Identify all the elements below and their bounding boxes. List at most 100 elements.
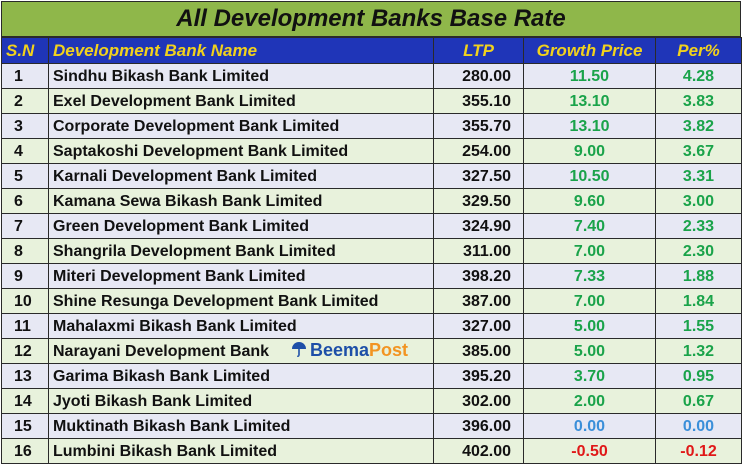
- cell-growth-price: 3.70: [523, 363, 656, 389]
- cell-sn: 16: [1, 438, 49, 464]
- cell-sn-text: 2: [14, 92, 23, 110]
- cell-ltp-text: 402.00: [462, 442, 511, 460]
- cell-percent: 3.00: [655, 188, 742, 214]
- cell-bank-name-text: Jyoti Bikash Bank Limited: [53, 392, 253, 410]
- cell-bank-name-text: Mahalaxmi Bikash Bank Limited: [53, 317, 297, 335]
- cell-sn-text: 9: [14, 267, 23, 285]
- cell-percent-text: 3.83: [682, 92, 715, 110]
- watermark-part1: Beema: [310, 340, 370, 360]
- cell-bank-name: Mahalaxmi Bikash Bank Limited: [48, 313, 434, 339]
- cell-ltp: 396.00: [433, 413, 524, 439]
- cell-percent: -0.12: [655, 438, 742, 464]
- cell-growth-price-text: 9.60: [573, 192, 606, 210]
- cell-growth-price-text: 5.00: [573, 342, 606, 360]
- cell-ltp-text: 311.00: [462, 242, 511, 260]
- column-header-growth: Growth Price: [523, 37, 656, 64]
- table-row: 4 Saptakoshi Development Bank Limited 254.…: [1, 138, 742, 164]
- cell-growth-price: 9.00: [523, 138, 656, 164]
- cell-ltp-text: 395.20: [462, 367, 511, 385]
- cell-bank-name: Exel Development Bank Limited: [48, 88, 434, 114]
- cell-ltp-text: 329.50: [462, 192, 511, 210]
- cell-sn: 12: [1, 338, 49, 364]
- cell-percent: 3.82: [655, 113, 742, 139]
- cell-percent-text: 3.00: [682, 192, 715, 210]
- cell-percent-text: 2.33: [682, 217, 715, 235]
- cell-percent: 1.32: [655, 338, 742, 364]
- cell-ltp: 402.00: [433, 438, 524, 464]
- cell-growth-price: 2.00: [523, 388, 656, 414]
- cell-ltp: 387.00: [433, 288, 524, 314]
- cell-bank-name: Shangrila Development Bank Limited: [48, 238, 434, 264]
- cell-percent: 4.28: [655, 63, 742, 89]
- cell-ltp: 311.00: [433, 238, 524, 264]
- cell-sn-text: 10: [14, 292, 32, 310]
- cell-ltp-text: 254.00: [462, 142, 511, 160]
- cell-sn: 14: [1, 388, 49, 414]
- cell-percent: 0.95: [655, 363, 742, 389]
- cell-sn: 15: [1, 413, 49, 439]
- cell-percent-text: 3.82: [682, 117, 715, 135]
- cell-bank-name: Muktinath Bikash Bank Limited: [48, 413, 434, 439]
- cell-sn-text: 16: [14, 442, 32, 460]
- cell-growth-price: 5.00: [523, 313, 656, 339]
- cell-percent-text: 1.88: [682, 267, 715, 285]
- umbrella-icon: [291, 340, 307, 363]
- cell-percent-text: 3.67: [682, 142, 715, 160]
- cell-ltp: 327.00: [433, 313, 524, 339]
- cell-growth-price: 7.33: [523, 263, 656, 289]
- cell-bank-name-text: Saptakoshi Development Bank Limited: [53, 142, 349, 160]
- table-row: 16 Lumbini Bikash Bank Limited 402.00 -0.50…: [1, 438, 742, 464]
- cell-sn: 10: [1, 288, 49, 314]
- cell-sn-text: 12: [14, 342, 32, 360]
- cell-sn-text: 5: [14, 167, 23, 185]
- cell-ltp: 355.70: [433, 113, 524, 139]
- cell-growth-price-text: 3.70: [573, 367, 606, 385]
- cell-growth-price: 11.50: [523, 63, 656, 89]
- cell-ltp-text: 280.00: [462, 67, 511, 85]
- table-row: 7 Green Development Bank Limited 324.90 7.4…: [1, 213, 742, 239]
- cell-growth-price-text: 7.00: [573, 292, 606, 310]
- cell-percent: 1.84: [655, 288, 742, 314]
- cell-sn: 1: [1, 63, 49, 89]
- cell-sn-text: 15: [14, 417, 32, 435]
- cell-ltp: 385.00: [433, 338, 524, 364]
- cell-growth-price-text: 7.33: [573, 267, 606, 285]
- cell-percent: 2.30: [655, 238, 742, 264]
- cell-percent-text: 0.67: [682, 392, 715, 410]
- cell-bank-name-text: Green Development Bank Limited: [53, 217, 310, 235]
- cell-sn: 4: [1, 138, 49, 164]
- cell-percent-text: 3.31: [682, 167, 715, 185]
- column-header-ltp: LTP: [433, 37, 524, 64]
- cell-ltp: 324.90: [433, 213, 524, 239]
- cell-ltp: 329.50: [433, 188, 524, 214]
- cell-sn: 2: [1, 88, 49, 114]
- cell-ltp-text: 355.10: [462, 92, 511, 110]
- cell-sn: 13: [1, 363, 49, 389]
- table-row: 1 Sindhu Bikash Bank Limited 280.00 11.50 4.…: [1, 63, 742, 89]
- cell-ltp: 398.20: [433, 263, 524, 289]
- header-row: S.N Development Bank Name LTP Growth Pri…: [1, 37, 742, 64]
- cell-ltp-text: 396.00: [462, 417, 511, 435]
- cell-growth-price-text: 5.00: [573, 317, 606, 335]
- cell-percent-text: -0.12: [680, 442, 717, 460]
- cell-sn: 5: [1, 163, 49, 189]
- cell-bank-name-text: Shine Resunga Development Bank Limited: [53, 292, 379, 310]
- table-row: 15 Muktinath Bikash Bank Limited 396.00 0.0…: [1, 413, 742, 439]
- cell-growth-price: 13.10: [523, 88, 656, 114]
- cell-bank-name: Sindhu Bikash Bank Limited: [48, 63, 434, 89]
- cell-percent-text: 1.55: [682, 317, 715, 335]
- cell-ltp: 395.20: [433, 363, 524, 389]
- table-row: 5 Karnali Development Bank Limited 327.50 1…: [1, 163, 742, 189]
- beemapost-watermark: BeemaPost: [291, 340, 408, 363]
- cell-ltp-text: 385.00: [462, 342, 511, 360]
- cell-ltp: 327.50: [433, 163, 524, 189]
- cell-bank-name-text: Shangrila Development Bank Limited: [53, 242, 336, 260]
- cell-growth-price: 10.50: [523, 163, 656, 189]
- cell-growth-price-text: 7.00: [573, 242, 606, 260]
- cell-bank-name-text: Lumbini Bikash Bank Limited: [53, 442, 278, 460]
- cell-ltp-text: 327.00: [462, 317, 511, 335]
- cell-bank-name: Corporate Development Bank Limited: [48, 113, 434, 139]
- cell-ltp: 254.00: [433, 138, 524, 164]
- cell-bank-name: Saptakoshi Development Bank Limited: [48, 138, 434, 164]
